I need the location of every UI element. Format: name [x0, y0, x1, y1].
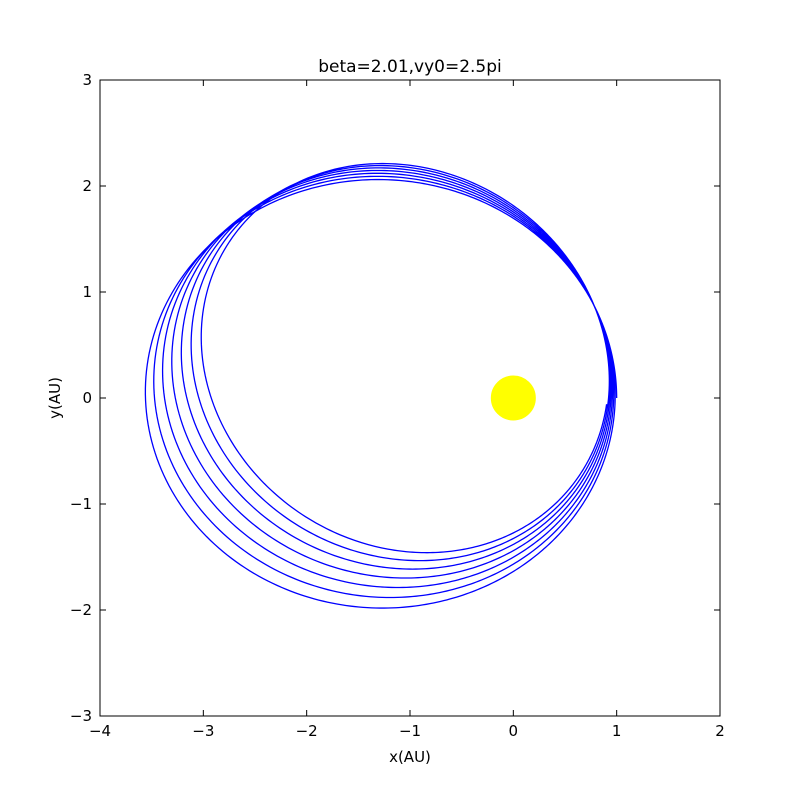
- x-tick-label: 1: [612, 722, 622, 740]
- x-axis-label: x(AU): [389, 748, 431, 766]
- x-tick-label: −3: [192, 722, 214, 740]
- y-axis-label: y(AU): [46, 377, 64, 419]
- sun-marker: [490, 375, 536, 421]
- plot-area: [144, 162, 618, 609]
- y-tick-label: 1: [82, 283, 92, 301]
- x-tick-label: −4: [89, 722, 111, 740]
- y-tick-label: 3: [82, 71, 92, 89]
- y-tick-label: −1: [70, 495, 92, 513]
- y-tick-label: 2: [82, 177, 92, 195]
- y-tick-label: −3: [70, 707, 92, 725]
- chart-title: beta=2.01,vy0=2.5pi: [318, 57, 502, 77]
- x-tick-label: 0: [509, 722, 519, 740]
- y-tick-label: 0: [82, 389, 92, 407]
- y-tick-label: −2: [70, 601, 92, 619]
- x-tick-label: −2: [296, 722, 318, 740]
- x-tick-label: 2: [715, 722, 725, 740]
- orbit-line: [144, 162, 618, 609]
- x-tick-label: −1: [399, 722, 421, 740]
